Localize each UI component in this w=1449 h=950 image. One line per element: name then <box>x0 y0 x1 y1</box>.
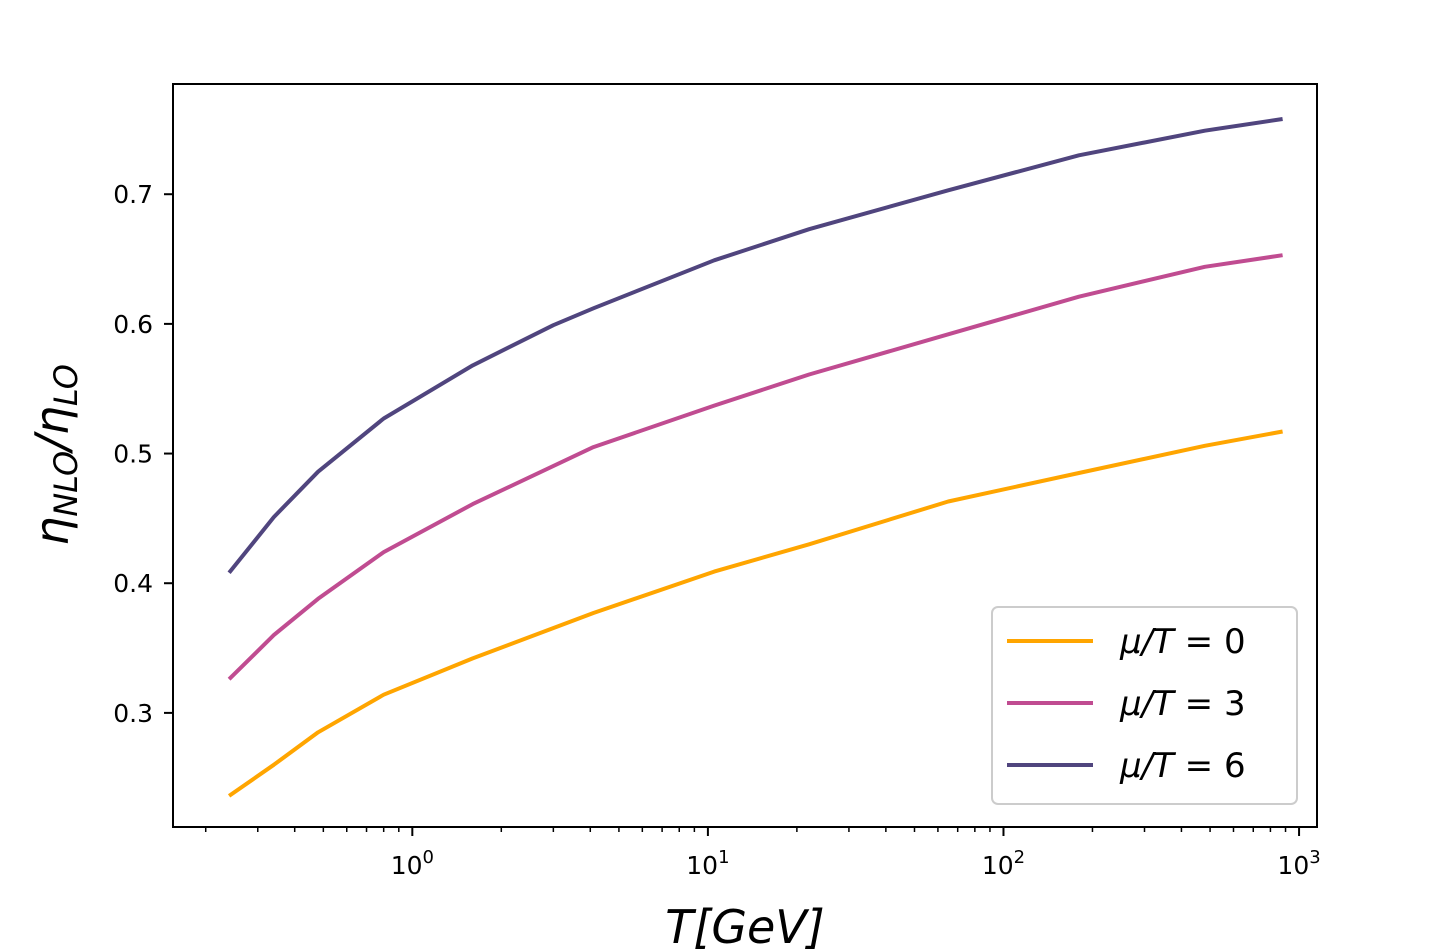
legend-label-value: = 6 <box>1174 746 1246 786</box>
y-tick-label: 0.5 <box>113 440 153 469</box>
y-tick-label: 0.3 <box>113 699 153 728</box>
y-axis-label-sub-lo: LO <box>47 364 85 406</box>
x-tick-label-base: 10 <box>391 851 423 880</box>
y-axis-ticks: 0.3 0.4 0.5 0.6 0.7 <box>113 180 173 728</box>
series-line-mu-6 <box>227 117 1283 575</box>
legend: μ/T = 0μ/T = 3μ/T = 6 <box>991 606 1298 805</box>
x-axis-ticks: 100 101 102 103 <box>391 827 1321 880</box>
legend-label-value: = 0 <box>1174 622 1246 662</box>
legend-label-value: = 3 <box>1174 684 1246 724</box>
x-tick-label-base: 10 <box>1277 851 1309 880</box>
x-tick-label: 100 <box>391 847 434 880</box>
x-tick-label: 102 <box>982 847 1025 880</box>
plot-area-frame <box>172 83 1318 828</box>
legend-label: μ/T = 3 <box>1119 684 1246 724</box>
x-tick-label-exponent: 0 <box>423 847 434 868</box>
legend-label: μ/T = 0 <box>1119 622 1246 662</box>
legend-label-ratio: μ/T <box>1119 622 1176 662</box>
series-line-mu-0 <box>227 429 1283 798</box>
y-tick-label: 0.6 <box>113 310 153 339</box>
legend-label-ratio: μ/T <box>1119 746 1176 786</box>
legend-label-ratio: μ/T <box>1119 684 1176 724</box>
x-tick-label-base: 10 <box>982 851 1014 880</box>
legend-label: μ/T = 6 <box>1119 746 1246 786</box>
x-tick-label-exponent: 3 <box>1309 847 1320 868</box>
y-tick-label: 0.4 <box>113 569 153 598</box>
y-axis-label-sub-nlo: NLO <box>47 451 85 517</box>
y-tick-label: 0.7 <box>113 180 153 209</box>
x-tick-label: 101 <box>686 847 729 880</box>
series-line-mu-3 <box>227 253 1283 681</box>
series-lines <box>227 117 1283 798</box>
y-axis-label: ηNLO/ηLO <box>25 364 85 546</box>
x-tick-label-base: 10 <box>686 851 718 880</box>
legend-box <box>991 606 1298 805</box>
y-axis-label-main: η <box>25 517 79 546</box>
x-tick-label: 103 <box>1277 847 1320 880</box>
x-axis-label: T[GeV] <box>665 900 824 950</box>
y-axis-label-main-2: η <box>25 406 79 435</box>
x-tick-label-exponent: 2 <box>1014 847 1025 868</box>
x-tick-label-exponent: 1 <box>718 847 729 868</box>
